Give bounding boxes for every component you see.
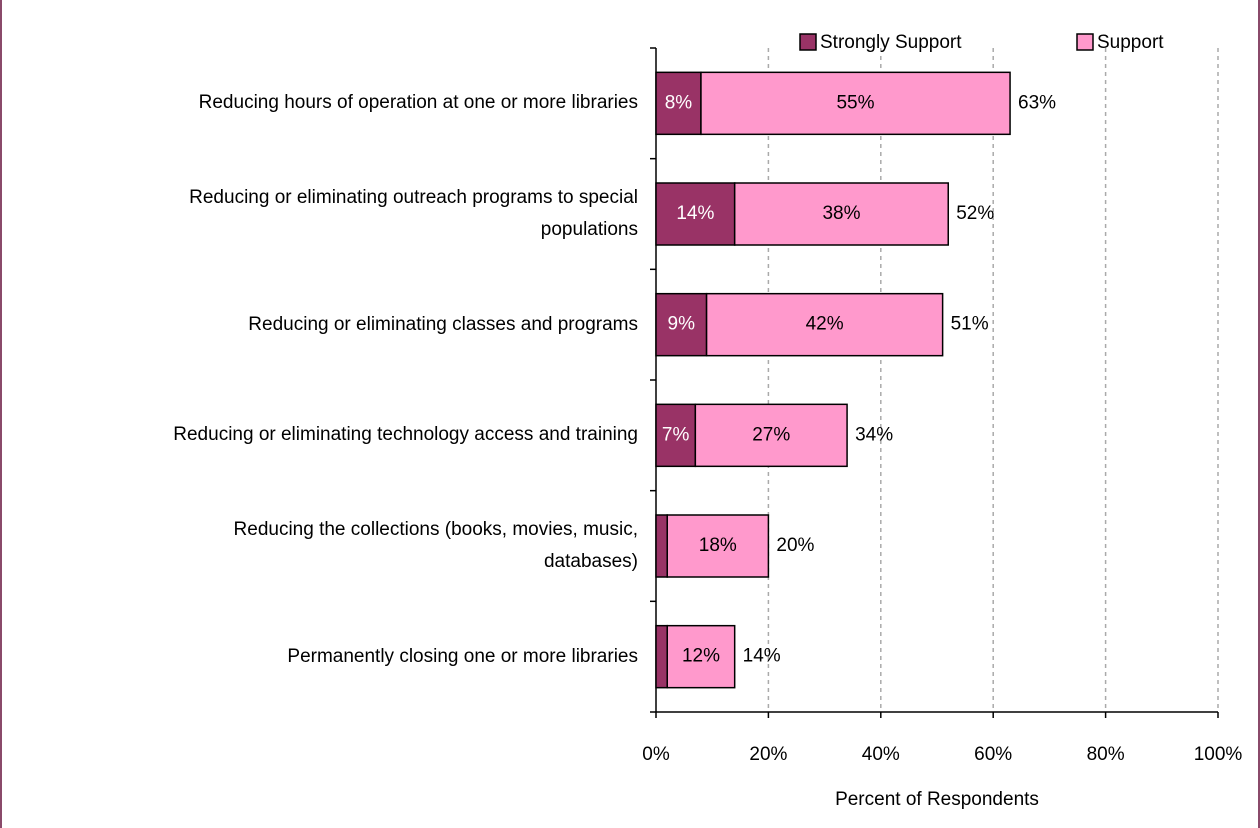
- category-label: Reducing or eliminating classes and prog…: [248, 313, 638, 335]
- x-tick-label: 80%: [1087, 744, 1125, 765]
- category-label: Reducing hours of operation at one or mo…: [198, 92, 638, 114]
- bar-segment: [666, 514, 770, 578]
- bar-segment: [705, 292, 944, 357]
- bar-segment: [700, 71, 1011, 136]
- x-tick-label: 20%: [749, 744, 787, 765]
- bar-label: 18%: [699, 535, 737, 556]
- category-label: Permanently closing one or more librarie…: [287, 645, 638, 667]
- bar-label: 12%: [682, 646, 720, 667]
- total-label: 34%: [855, 424, 893, 445]
- total-label: 51%: [951, 314, 989, 335]
- bar-segment: [655, 514, 668, 578]
- total-label: 63%: [1018, 92, 1056, 113]
- bar-label: 8%: [665, 92, 693, 113]
- total-label: 20%: [776, 535, 814, 556]
- bar-segment: [655, 71, 702, 136]
- bar-segment: [655, 292, 708, 357]
- bar-segment: [655, 624, 668, 689]
- bar-label: 55%: [836, 92, 874, 113]
- legend-label: Support: [1097, 32, 1164, 53]
- bar-segment: [655, 182, 736, 246]
- bar-label: 27%: [752, 424, 790, 445]
- bar-segment: [666, 624, 736, 689]
- x-tick-label: 60%: [974, 744, 1012, 765]
- total-label: 14%: [743, 646, 781, 667]
- bar-label: 38%: [822, 203, 860, 224]
- x-axis-title: Percent of Respondents: [835, 789, 1039, 810]
- legend-label: Strongly Support: [820, 32, 962, 53]
- bar-label: 9%: [668, 314, 696, 335]
- x-tick-label: 0%: [642, 744, 670, 765]
- category-label: Reducing the collections (books, movies,…: [233, 519, 638, 572]
- bar-segment: [694, 403, 848, 468]
- x-tick-label: 40%: [862, 744, 900, 765]
- bar-label: 42%: [806, 314, 844, 335]
- total-label: 52%: [956, 203, 994, 224]
- x-tick-label: 100%: [1194, 744, 1243, 765]
- bar-label: 7%: [662, 424, 690, 445]
- bar-segment: [733, 182, 949, 246]
- category-label: Reducing or eliminating outreach program…: [189, 187, 638, 240]
- category-label: Reducing or eliminating technology acces…: [173, 424, 638, 446]
- legend-swatch: [799, 33, 817, 51]
- bar-label: 14%: [676, 203, 714, 224]
- legend-swatch: [1076, 33, 1094, 51]
